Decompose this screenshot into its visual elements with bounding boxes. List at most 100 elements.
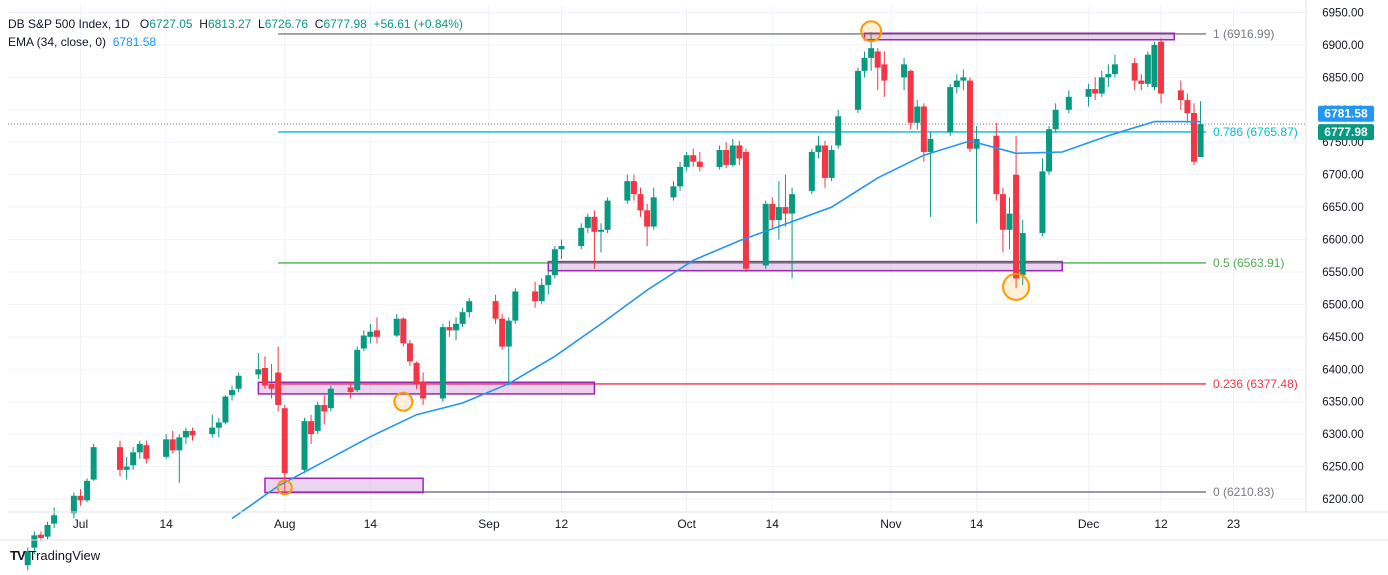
candle-body — [492, 301, 499, 319]
candle-body — [439, 327, 446, 399]
candle-body — [235, 375, 242, 389]
y-tick-label: 6450.00 — [1322, 332, 1364, 344]
tradingview-logo-icon: TV — [10, 548, 26, 563]
candle-body — [130, 452, 137, 466]
candle-body — [360, 335, 367, 349]
x-tick-label: 23 — [1227, 517, 1241, 531]
y-tick-label: 6600.00 — [1322, 235, 1364, 247]
candle-body — [1019, 233, 1026, 276]
candle-body — [683, 155, 690, 167]
candle-body — [1046, 129, 1053, 172]
candle-body — [189, 430, 196, 436]
y-tick-label: 6400.00 — [1322, 364, 1364, 376]
ema-polyline — [231, 120, 1201, 520]
x-tick-label: Nov — [880, 517, 901, 531]
candle-body — [1039, 171, 1046, 234]
candle-body — [723, 150, 730, 165]
candles — [24, 31, 1204, 571]
fib-level-label: 0 (6210.83) — [1213, 485, 1274, 499]
support-resistance-zones — [257, 32, 1175, 494]
candle-body — [1190, 113, 1197, 162]
fib-level-label: 0.236 (6377.48) — [1213, 377, 1298, 391]
candle-body — [973, 138, 980, 149]
zone-rect — [547, 260, 1063, 272]
y-tick-label: 6650.00 — [1322, 202, 1364, 214]
candle-body — [453, 323, 460, 331]
fib-level-label: 1 (6916.99) — [1213, 27, 1274, 41]
candle-body — [597, 229, 604, 232]
highlight-circle — [276, 479, 293, 496]
x-tick-label: 12 — [1154, 517, 1168, 531]
close-value: 6777.98 — [323, 17, 367, 31]
candle-body — [993, 135, 1000, 195]
candle-body — [742, 151, 749, 269]
high-value: 6813.27 — [207, 17, 252, 31]
candle-body — [644, 210, 651, 227]
candle-body — [650, 197, 657, 227]
candle-body — [420, 382, 427, 399]
candle-body — [261, 367, 268, 386]
candle-body — [1151, 44, 1158, 88]
candle-body — [209, 427, 216, 435]
candle-body — [327, 388, 334, 409]
candle-body — [828, 150, 835, 178]
x-tick-label: Sep — [478, 517, 500, 531]
x-tick-label: 14 — [159, 517, 173, 531]
candle-body — [117, 447, 124, 470]
ema-legend: EMA (34, close, 0) 6781.58 — [8, 35, 156, 49]
candle-body — [1131, 63, 1138, 81]
candle-body — [696, 161, 703, 167]
candle-body — [835, 116, 842, 146]
tradingview-name: TradingView — [28, 548, 101, 563]
candle-body — [143, 445, 150, 459]
price-label-box — [1318, 105, 1374, 122]
candle-body — [1052, 109, 1059, 130]
y-tick-label: 6750.00 — [1322, 137, 1364, 149]
x-tick-label: Aug — [274, 517, 295, 531]
y-tick-label: 6550.00 — [1322, 267, 1364, 279]
candle-body — [624, 181, 631, 201]
candle-body — [960, 77, 967, 81]
highlight-circle — [393, 391, 414, 412]
x-tick-label: Oct — [677, 517, 696, 531]
candle-body — [512, 291, 519, 321]
candle-body — [769, 203, 776, 221]
candle-body — [1085, 89, 1092, 97]
highlight-circles — [276, 20, 1031, 496]
price-label-text: 6781.58 — [1324, 107, 1368, 121]
candle-body — [953, 80, 960, 88]
y-tick-label: 6900.00 — [1322, 40, 1364, 52]
candle-body — [222, 396, 229, 423]
grid — [8, 6, 1306, 512]
candle-body — [538, 284, 545, 302]
candle-body — [729, 145, 736, 165]
y-tick-label: 6950.00 — [1322, 7, 1364, 19]
tradingview-brand[interactable]: TV TradingView — [10, 548, 100, 563]
candle-body — [604, 200, 611, 230]
candle-body — [1138, 80, 1145, 84]
candle-body — [690, 155, 697, 162]
candle-body — [907, 70, 914, 123]
candle-body — [77, 495, 84, 501]
change-value: +56.61 (+0.84%) — [373, 17, 463, 31]
candle-body — [136, 443, 143, 453]
price-label-box — [1318, 124, 1374, 141]
candle-body — [84, 480, 91, 501]
y-tick-label: 6350.00 — [1322, 397, 1364, 409]
candle-body — [762, 203, 769, 266]
candle-body — [901, 64, 908, 78]
candle-body — [499, 318, 506, 347]
candle-body — [736, 145, 743, 159]
candle-body — [37, 534, 44, 538]
candle-body — [578, 227, 585, 247]
candle-body — [861, 57, 868, 71]
candle-body — [70, 495, 77, 514]
candle-body — [551, 249, 558, 276]
low-value: 6726.76 — [264, 17, 309, 31]
candle-body — [854, 70, 861, 110]
ema-label: EMA (34, close, 0) — [8, 35, 107, 49]
ema-line — [231, 120, 1201, 520]
x-tick-label: 14 — [970, 517, 984, 531]
price-label-text: 6777.98 — [1324, 125, 1368, 139]
